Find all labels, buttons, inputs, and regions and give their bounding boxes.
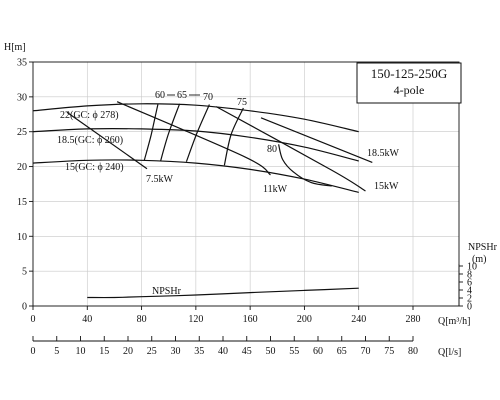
x2-tick-label: 55 <box>289 346 299 357</box>
efficiency-curve <box>185 104 210 162</box>
efficiency-curve <box>278 144 332 187</box>
y-tick-label: 15 <box>17 197 27 208</box>
efficiency-curve <box>223 107 244 166</box>
power-line <box>66 111 148 170</box>
y2-tick-label: 4 <box>467 286 472 297</box>
x2-tick-label: 5 <box>54 346 59 357</box>
x2-tick-label: 45 <box>242 346 252 357</box>
efficiency-label: 75 <box>237 97 247 108</box>
power-label: 15kW <box>374 181 399 192</box>
x-tick-label: 200 <box>297 314 312 325</box>
grid <box>32 61 459 307</box>
power-lines <box>66 101 373 192</box>
npshr-label: NPSHr <box>152 286 182 297</box>
y2-tick-label: 10 <box>467 262 477 273</box>
x2-tick-label: 75 <box>384 346 394 357</box>
x2-tick-label: 70 <box>361 346 371 357</box>
x2-tick-label: 60 <box>313 346 323 357</box>
power-label: 11kW <box>263 184 288 195</box>
y-tick-label: 20 <box>17 162 27 173</box>
chart-subtitle: 4-pole <box>394 83 425 97</box>
power-label: 18.5kW <box>367 148 400 159</box>
efficiency-curves <box>143 103 332 187</box>
x2-tick-label: 25 <box>147 346 157 357</box>
axes <box>29 61 463 342</box>
x2-tick-label: 0 <box>31 346 36 357</box>
x2-tick-label: 20 <box>123 346 133 357</box>
y2-tick-label: 8 <box>467 270 472 281</box>
x-tick-label: 240 <box>351 314 366 325</box>
x-tick-label: 0 <box>31 314 36 325</box>
efficiency-label: 65 <box>177 90 187 101</box>
npshr-axis-label: NPSHr <box>468 242 498 253</box>
head-curve <box>32 103 359 133</box>
x2-tick-label: 40 <box>218 346 228 357</box>
efficiency-label: 80 <box>267 144 277 155</box>
y-tick-label: 35 <box>17 58 27 69</box>
efficiency-curve <box>143 104 159 161</box>
series-labels: 22(GC: ϕ 278) 18.5(GC: ϕ 260) 15(GC: ϕ 240… <box>57 90 400 297</box>
x-tick-label: 80 <box>137 314 147 325</box>
x2-tick-label: 30 <box>171 346 181 357</box>
x-tick-label: 160 <box>243 314 258 325</box>
efficiency-label: 70 <box>203 92 213 103</box>
title-box <box>356 62 462 104</box>
y-tick-label: 25 <box>17 127 27 138</box>
x2-axis-label: Q[l/s] <box>438 347 461 358</box>
y-tick-label: 0 <box>22 302 27 313</box>
y2-tick-label: 2 <box>467 294 472 305</box>
plot-frame <box>32 61 460 307</box>
efficiency-label: 60 <box>155 90 165 101</box>
x2-tick-label: 65 <box>337 346 347 357</box>
x2-tick-label: 50 <box>266 346 276 357</box>
y-tick-label: 5 <box>22 267 27 278</box>
y2-tick-label: 6 <box>467 278 472 289</box>
x2-tick-label: 10 <box>76 346 86 357</box>
y2-tick-label: 0 <box>467 302 472 313</box>
y-tick-label: 10 <box>17 232 27 243</box>
chart-title: 150-125-250G <box>371 66 448 81</box>
x-tick-label: 40 <box>82 314 92 325</box>
head-curve-label: 15(GC: ϕ 240) <box>65 162 124 173</box>
x-tick-label: 280 <box>406 314 421 325</box>
x-tick-label: 120 <box>188 314 203 325</box>
y-tick-label: 30 <box>17 92 27 103</box>
x2-tick-label: 15 <box>99 346 109 357</box>
head-curve-label: 22(GC: ϕ 278) <box>60 110 119 121</box>
head-curve-label: 18.5(GC: ϕ 260) <box>57 135 123 146</box>
npshr-line <box>87 287 359 299</box>
npshr-curve <box>87 287 359 299</box>
power-line <box>116 101 271 176</box>
npshr-axis-unit: (m) <box>472 254 486 265</box>
efficiency-curve <box>160 103 181 162</box>
power-label: 7.5kW <box>146 174 174 185</box>
power-line <box>260 117 373 163</box>
power-line <box>215 106 366 192</box>
head-curve <box>32 128 359 162</box>
y-axis-label: H[m] <box>4 42 26 53</box>
x2-tick-label: 80 <box>408 346 418 357</box>
x2-tick-label: 35 <box>194 346 204 357</box>
x-axis-label: Q[m³/h] <box>438 316 470 327</box>
